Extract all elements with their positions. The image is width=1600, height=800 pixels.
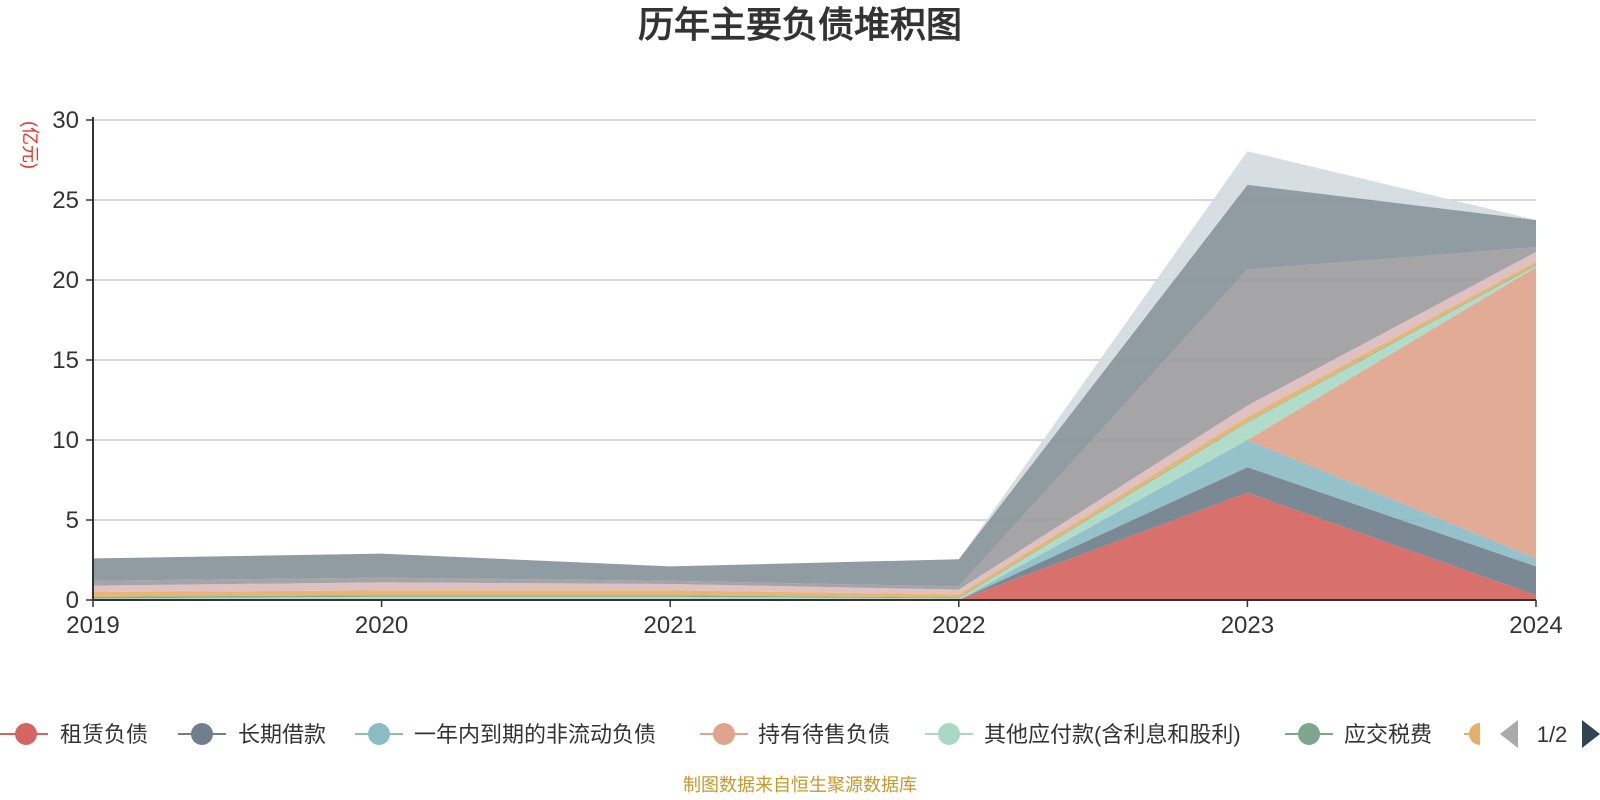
legend-item[interactable]: 一年内到期的非流动负债 [355, 722, 656, 747]
prev-page-icon[interactable] [1500, 720, 1518, 748]
legend-label: 租赁负债 [60, 722, 148, 747]
legend-item[interactable]: 其他应付款(含利息和股利) [925, 722, 1241, 747]
legend-marker-icon [368, 723, 390, 745]
area-series-1[interactable] [93, 467, 1536, 600]
legend-label: 其他应付款(含利息和股利) [984, 722, 1241, 747]
area-series-8[interactable] [93, 247, 1536, 590]
area-series-10[interactable] [93, 151, 1536, 567]
y-tick-label: 0 [66, 587, 79, 614]
legend-marker-icon [191, 723, 213, 745]
y-axis-unit: (亿元) [20, 121, 40, 169]
legend-label: 长期借款 [238, 722, 326, 747]
legend-marker-icon [15, 723, 37, 745]
legend-item[interactable]: 长期借款 [178, 722, 326, 747]
legend-marker-icon [1469, 723, 1480, 745]
next-page-icon[interactable] [1582, 720, 1600, 748]
y-tick-label: 20 [52, 267, 79, 294]
stacked-areas [93, 151, 1536, 600]
legend-label: 应交税费 [1344, 722, 1432, 747]
y-tick-label: 5 [66, 507, 79, 534]
x-tick-label: 2021 [644, 612, 697, 639]
legend-item[interactable]: 持有待售负债 [700, 722, 890, 747]
x-tick-label: 2022 [932, 612, 985, 639]
legend-label: 一年内到期的非流动负债 [414, 722, 656, 747]
x-tick-label: 2023 [1221, 612, 1274, 639]
legend-page-indicator: 1/2 [1537, 722, 1568, 747]
legend[interactable]: 租赁负债 长期借款 一年内到期的非流动负债 持有待售负债 其他应付款(含利息和股利) 应交… [0, 722, 1480, 747]
legend-marker-icon [713, 723, 735, 745]
data-source-note: 制图数据来自恒生聚源数据库 [683, 775, 917, 795]
x-tick-label: 2019 [66, 612, 119, 639]
legend-pager: 1/2 [1500, 720, 1600, 748]
axes: 0 5 10 15 20 25 30 2019 2020 2021 2022 2023 2024 [52, 107, 1562, 639]
legend-item-truncated[interactable] [1464, 723, 1480, 745]
x-tick-label: 2020 [355, 612, 408, 639]
legend-item[interactable]: 租赁负债 [0, 722, 148, 747]
legend-marker-icon [938, 723, 960, 745]
legend-item[interactable]: 应交税费 [1285, 722, 1432, 747]
y-tick-label: 25 [52, 187, 79, 214]
legend-marker-icon [1298, 723, 1320, 745]
chart-title: 历年主要负债堆积图 [638, 4, 962, 45]
y-tick-label: 10 [52, 427, 79, 454]
area-series-0[interactable] [93, 492, 1536, 600]
area-series-4[interactable] [93, 265, 1536, 600]
x-tick-label: 2024 [1509, 612, 1562, 639]
y-tick-label: 30 [52, 107, 79, 134]
y-tick-label: 15 [52, 347, 79, 374]
legend-label: 持有待售负债 [758, 722, 890, 747]
area-series-9[interactable] [93, 184, 1536, 587]
